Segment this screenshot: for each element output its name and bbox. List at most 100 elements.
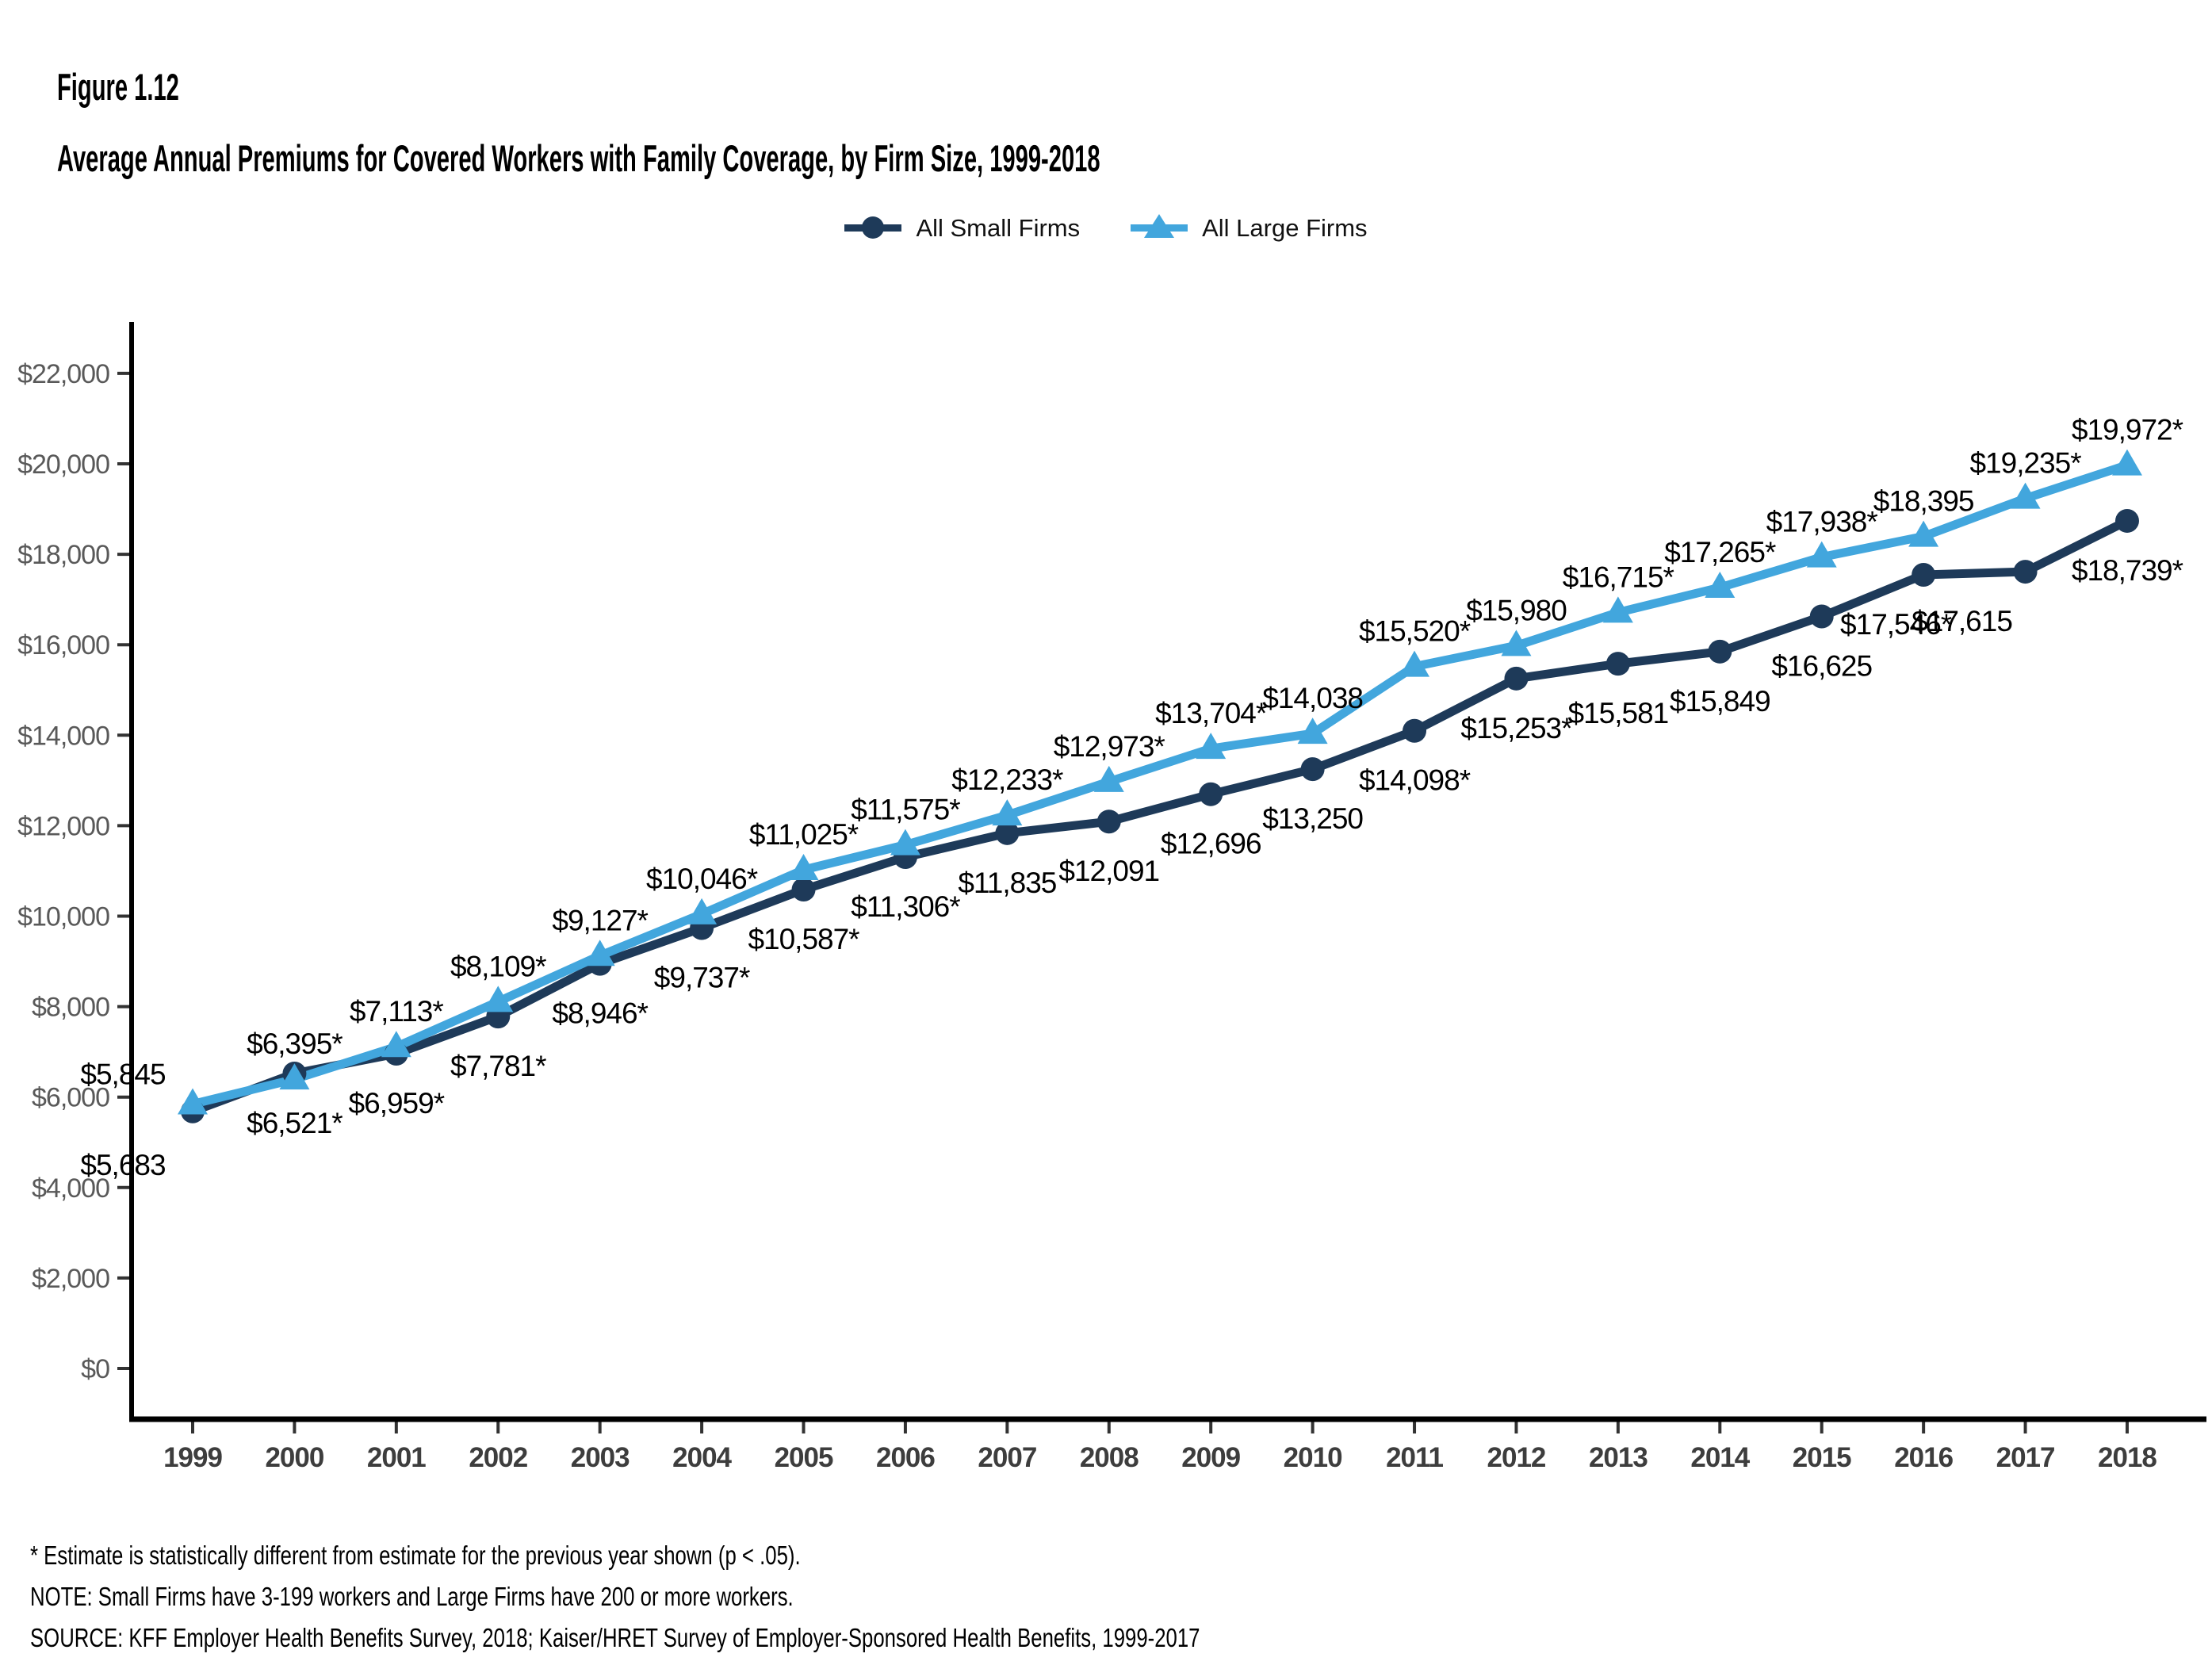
x-axis-tick-label: 2006 (876, 1442, 935, 1473)
triangle-marker-icon (1131, 214, 1188, 238)
legend-label-small-firms: All Small Firms (916, 214, 1081, 242)
x-axis-tick-label: 2005 (775, 1442, 833, 1473)
data-point-label: $17,265* (1664, 536, 1776, 568)
data-point-label: $17,938* (1766, 506, 1878, 538)
data-point-marker-circle (1809, 604, 1834, 629)
x-axis-tick-label: 2003 (571, 1442, 630, 1473)
x-axis-tick-label: 2018 (2098, 1442, 2157, 1473)
x-axis-tick-label: 2001 (367, 1442, 426, 1473)
data-point-label: $9,127* (552, 904, 648, 936)
x-axis-tick-label: 2007 (978, 1442, 1036, 1473)
data-point-label: $19,972* (2072, 414, 2183, 446)
data-point-marker-triangle (2010, 482, 2041, 509)
data-point-label: $8,109* (450, 950, 546, 982)
y-axis-tick-label: $4,000 (32, 1173, 109, 1204)
data-point-marker-circle (1708, 639, 1732, 664)
data-point-marker-triangle (1196, 733, 1227, 760)
data-point-label: $10,587* (748, 923, 859, 955)
y-axis-tick-label: $6,000 (32, 1083, 109, 1113)
data-point-label: $12,973* (1054, 730, 1165, 763)
data-point-marker-triangle (1093, 765, 1124, 792)
data-point-label: $15,520* (1359, 615, 1471, 648)
data-point-label: $15,849 (1670, 685, 1770, 718)
y-axis-tick-label: $20,000 (17, 450, 109, 480)
legend-label-large-firms: All Large Firms (1202, 214, 1368, 242)
x-axis-tick-label: 2014 (1690, 1442, 1750, 1473)
data-point-marker-circle (1300, 757, 1325, 782)
x-axis-tick-label: 2015 (1793, 1442, 1851, 1473)
data-point-label: $6,521* (247, 1107, 343, 1139)
data-point-label: $14,098* (1359, 764, 1471, 797)
data-point-marker-circle (1912, 563, 1936, 588)
data-point-marker-triangle (2111, 449, 2142, 476)
x-axis-tick-label: 1999 (163, 1442, 222, 1473)
data-point-label: $8,946* (552, 997, 648, 1030)
data-point-marker-triangle (1705, 572, 1736, 599)
data-point-label: $6,395* (247, 1028, 343, 1060)
data-point-label: $18,395 (1873, 485, 1974, 518)
series-line-all-small-firms (188, 516, 2132, 1116)
circle-marker-icon (844, 216, 902, 239)
data-point-label: $15,980 (1466, 594, 1567, 626)
x-axis-tick-label: 2012 (1487, 1442, 1546, 1473)
data-point-marker-circle (1096, 810, 1121, 834)
y-axis-tick-label: $2,000 (32, 1264, 109, 1294)
y-axis-tick-label: $22,000 (17, 359, 109, 389)
data-point-marker-triangle (687, 898, 718, 924)
figure-title: Average Annual Premiums for Covered Work… (57, 137, 1100, 179)
x-axis-tick-label: 2011 (1386, 1442, 1443, 1473)
data-point-marker-circle (1605, 652, 1630, 676)
y-axis-tick-label: $18,000 (17, 540, 109, 570)
chart-legend: All Small Firms All Large Firms (0, 212, 2212, 244)
footnote-note: NOTE: Small Firms have 3-199 workers and… (30, 1582, 794, 1611)
data-point-marker-triangle (1908, 520, 1939, 547)
data-point-label: $16,625 (1771, 650, 1872, 683)
x-axis-tick-label: 2017 (1996, 1442, 2055, 1473)
data-point-marker-triangle (483, 986, 514, 1012)
data-point-label: $17,546* (1840, 608, 1952, 641)
data-point-marker-circle (1199, 782, 1223, 806)
data-point-marker-triangle (1399, 650, 1430, 677)
data-point-label: $12,233* (951, 764, 1063, 796)
x-axis-tick-label: 2002 (469, 1442, 527, 1473)
x-axis-tick-label: 2010 (1284, 1442, 1342, 1473)
y-axis-tick-label: $8,000 (32, 993, 109, 1023)
data-point-marker-triangle (1806, 541, 1837, 568)
x-axis-tick-label: 2013 (1589, 1442, 1648, 1473)
data-point-marker-triangle (178, 1088, 208, 1115)
data-point-marker-triangle (584, 940, 615, 966)
figure-label: Figure 1.12 (57, 66, 179, 108)
x-axis-tick-label: 2008 (1080, 1442, 1139, 1473)
data-point-label: $6,959* (349, 1087, 445, 1120)
data-point-label: $11,306* (851, 890, 960, 923)
data-point-label: $12,696 (1161, 828, 1261, 860)
data-point-marker-circle (1403, 718, 1427, 743)
data-point-label: $5,845 (80, 1058, 166, 1091)
data-point-marker-circle (1504, 666, 1529, 691)
series-line-all-large-firms (188, 461, 2132, 1109)
data-point-label: $9,737* (654, 962, 750, 994)
data-point-label: $11,575* (851, 794, 960, 826)
footnote-source: SOURCE: KFF Employer Health Benefits Sur… (30, 1623, 1200, 1652)
data-point-label: $10,046* (646, 863, 758, 895)
x-axis-tick-label: 2009 (1181, 1442, 1240, 1473)
data-point-label: $7,781* (450, 1050, 546, 1082)
data-point-marker-circle (995, 821, 1020, 845)
data-point-label: $13,704* (1155, 697, 1267, 729)
data-point-label: $7,113* (350, 995, 443, 1028)
data-point-marker-triangle (788, 854, 819, 881)
chart-footnotes: * Estimate is statistically different fr… (30, 1535, 1200, 1659)
data-point-marker-triangle (381, 1031, 411, 1058)
data-point-marker-triangle (890, 829, 920, 855)
data-point-marker-triangle (1501, 630, 1532, 656)
data-point-marker-circle (791, 878, 816, 902)
x-axis-tick-label: 2016 (1894, 1442, 1953, 1473)
y-axis-tick-label: $14,000 (17, 721, 109, 751)
y-axis-tick-label: $16,000 (17, 630, 109, 660)
data-point-label: $12,091 (1058, 855, 1159, 887)
x-axis-tick-label: 2004 (672, 1442, 732, 1473)
data-point-marker-circle (2013, 560, 2038, 584)
data-point-label: $19,235* (1969, 447, 2081, 480)
data-point-label: $14,038 (1262, 682, 1363, 714)
